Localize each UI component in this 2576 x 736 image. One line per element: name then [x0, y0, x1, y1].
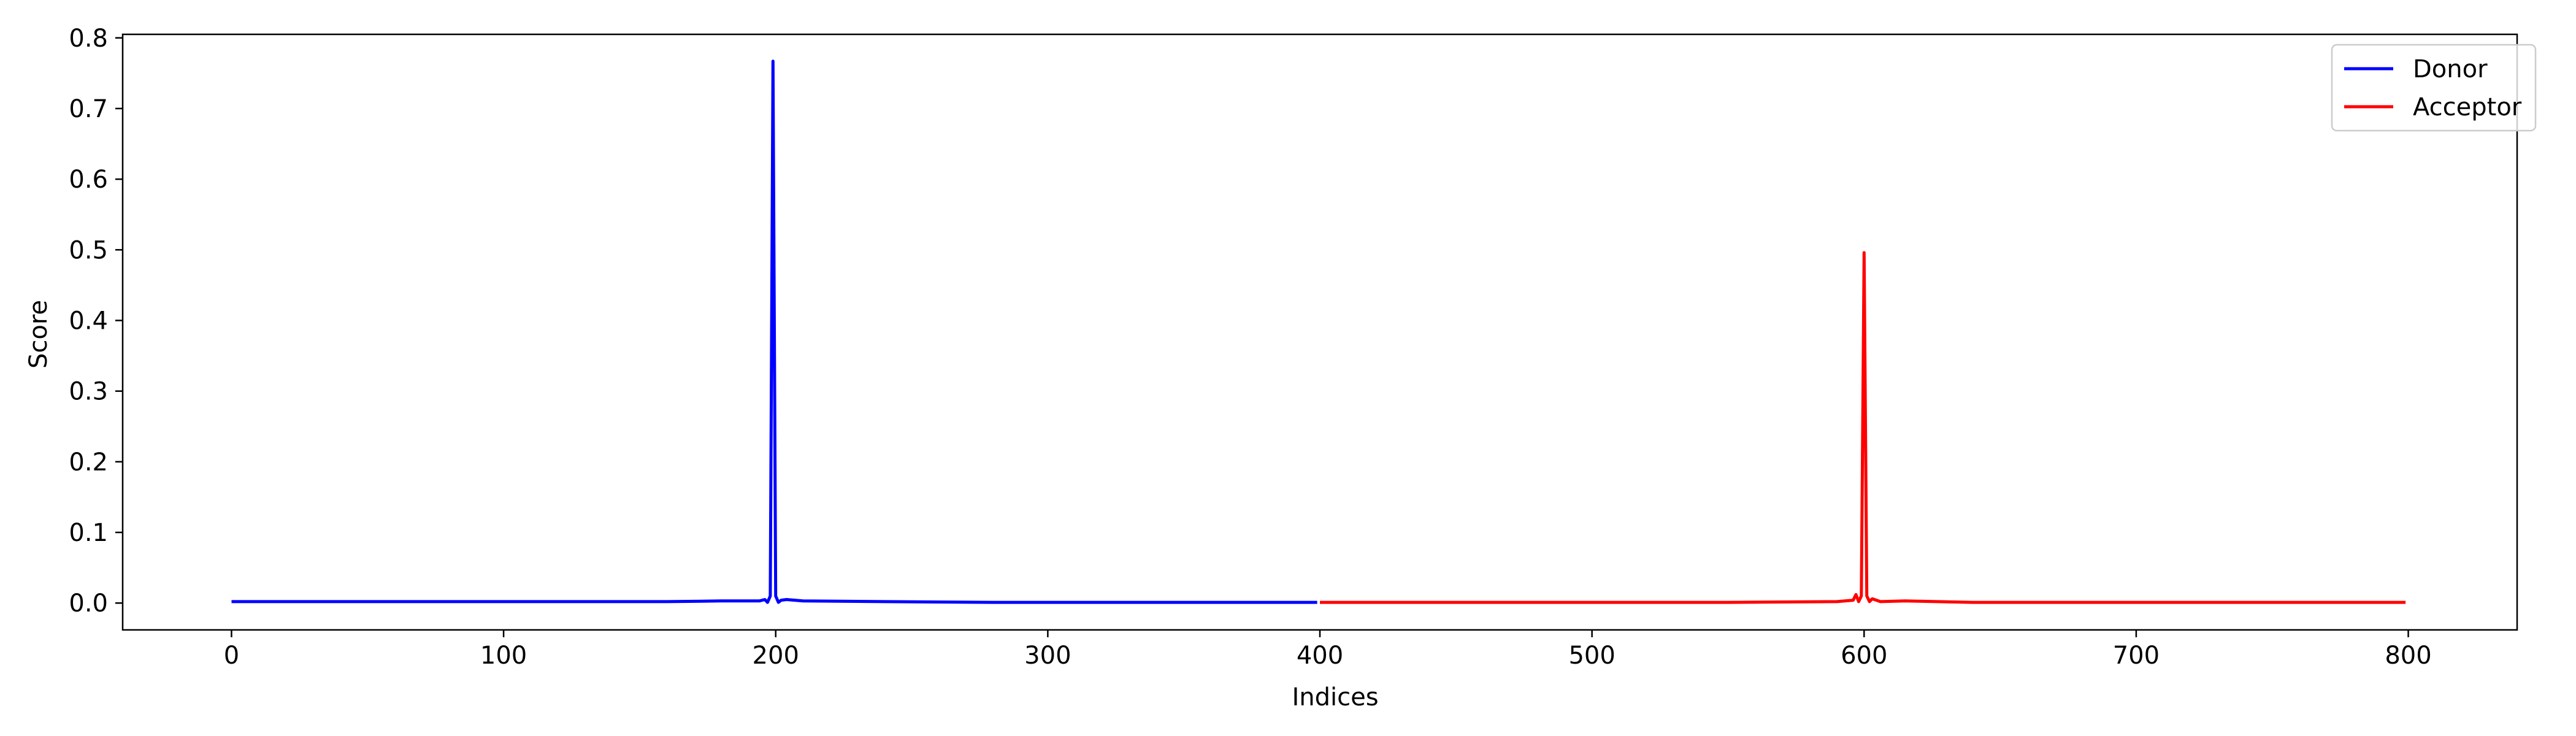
series-lines	[231, 59, 2406, 604]
legend-label-acceptor: Acceptor	[2413, 93, 2522, 121]
x-tick-label: 600	[1841, 642, 1887, 670]
x-tick-label: 700	[2113, 642, 2160, 670]
x-tick-label: 500	[1568, 642, 1615, 670]
legend-label-donor: Donor	[2413, 55, 2488, 83]
y-tick-label: 0.1	[69, 519, 108, 547]
x-tick-label: 100	[480, 642, 527, 670]
y-tick-label: 0.0	[69, 589, 108, 618]
y-axis-label: Score	[25, 300, 53, 369]
series-line-acceptor	[1320, 251, 2406, 604]
y-tick-label: 0.3	[69, 378, 108, 406]
y-axis: 0.0 0.1 0.2 0.3 0.4 0.5 0.6 0.7 0.8	[69, 25, 123, 618]
y-tick-label: 0.4	[69, 307, 108, 335]
x-tick-label: 0	[224, 642, 239, 670]
x-tick-label: 400	[1297, 642, 1343, 670]
y-tick-label: 0.8	[69, 25, 108, 53]
legend-entries: Donor Acceptor	[2344, 55, 2522, 121]
y-tick-label: 0.7	[69, 95, 108, 123]
x-axis-label: Indices	[1292, 683, 1378, 711]
y-tick-label: 0.2	[69, 448, 108, 477]
x-axis: 0 100 200 300 400 500 600 700 800	[224, 630, 2432, 670]
x-tick-label: 300	[1024, 642, 1071, 670]
legend[interactable]: Donor Acceptor	[2331, 44, 2537, 132]
y-tick-label: 0.5	[69, 236, 108, 264]
series-line-donor	[231, 59, 1317, 604]
y-tick-label: 0.6	[69, 166, 108, 194]
x-tick-label: 200	[753, 642, 799, 670]
x-tick-label: 800	[2385, 642, 2431, 670]
legend-box	[2331, 44, 2537, 132]
